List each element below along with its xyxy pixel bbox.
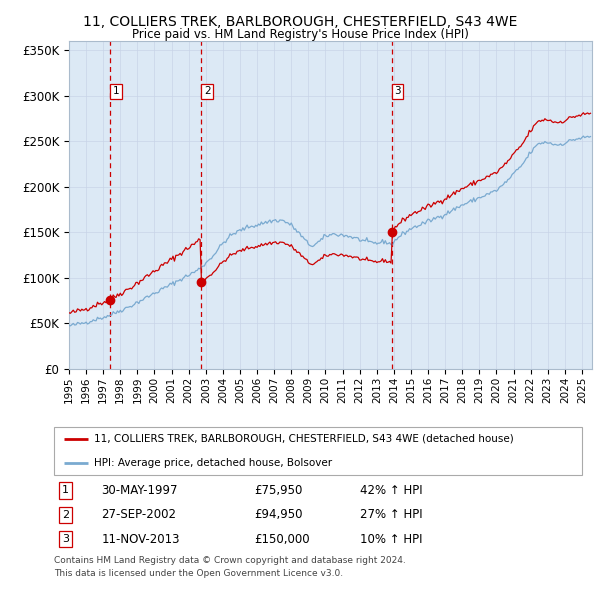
Text: 27-SEP-2002: 27-SEP-2002 [101,508,176,522]
Text: This data is licensed under the Open Government Licence v3.0.: This data is licensed under the Open Gov… [54,569,343,578]
Text: £150,000: £150,000 [254,533,310,546]
Text: 11, COLLIERS TREK, BARLBOROUGH, CHESTERFIELD, S43 4WE: 11, COLLIERS TREK, BARLBOROUGH, CHESTERF… [83,15,517,29]
Text: 2: 2 [204,86,211,96]
Text: 1: 1 [113,86,119,96]
Text: 1: 1 [62,486,69,496]
Text: 10% ↑ HPI: 10% ↑ HPI [360,533,423,546]
Text: 2: 2 [62,510,69,520]
Text: 30-MAY-1997: 30-MAY-1997 [101,484,178,497]
Text: 3: 3 [62,534,69,544]
Text: Price paid vs. HM Land Registry's House Price Index (HPI): Price paid vs. HM Land Registry's House … [131,28,469,41]
Text: £75,950: £75,950 [254,484,303,497]
Text: HPI: Average price, detached house, Bolsover: HPI: Average price, detached house, Bols… [94,458,332,468]
FancyBboxPatch shape [54,427,582,475]
Text: 11, COLLIERS TREK, BARLBOROUGH, CHESTERFIELD, S43 4WE (detached house): 11, COLLIERS TREK, BARLBOROUGH, CHESTERF… [94,434,514,444]
Text: 11-NOV-2013: 11-NOV-2013 [101,533,180,546]
Text: Contains HM Land Registry data © Crown copyright and database right 2024.: Contains HM Land Registry data © Crown c… [54,556,406,565]
Text: £94,950: £94,950 [254,508,303,522]
Text: 27% ↑ HPI: 27% ↑ HPI [360,508,423,522]
Text: 42% ↑ HPI: 42% ↑ HPI [360,484,423,497]
Text: 3: 3 [394,86,401,96]
